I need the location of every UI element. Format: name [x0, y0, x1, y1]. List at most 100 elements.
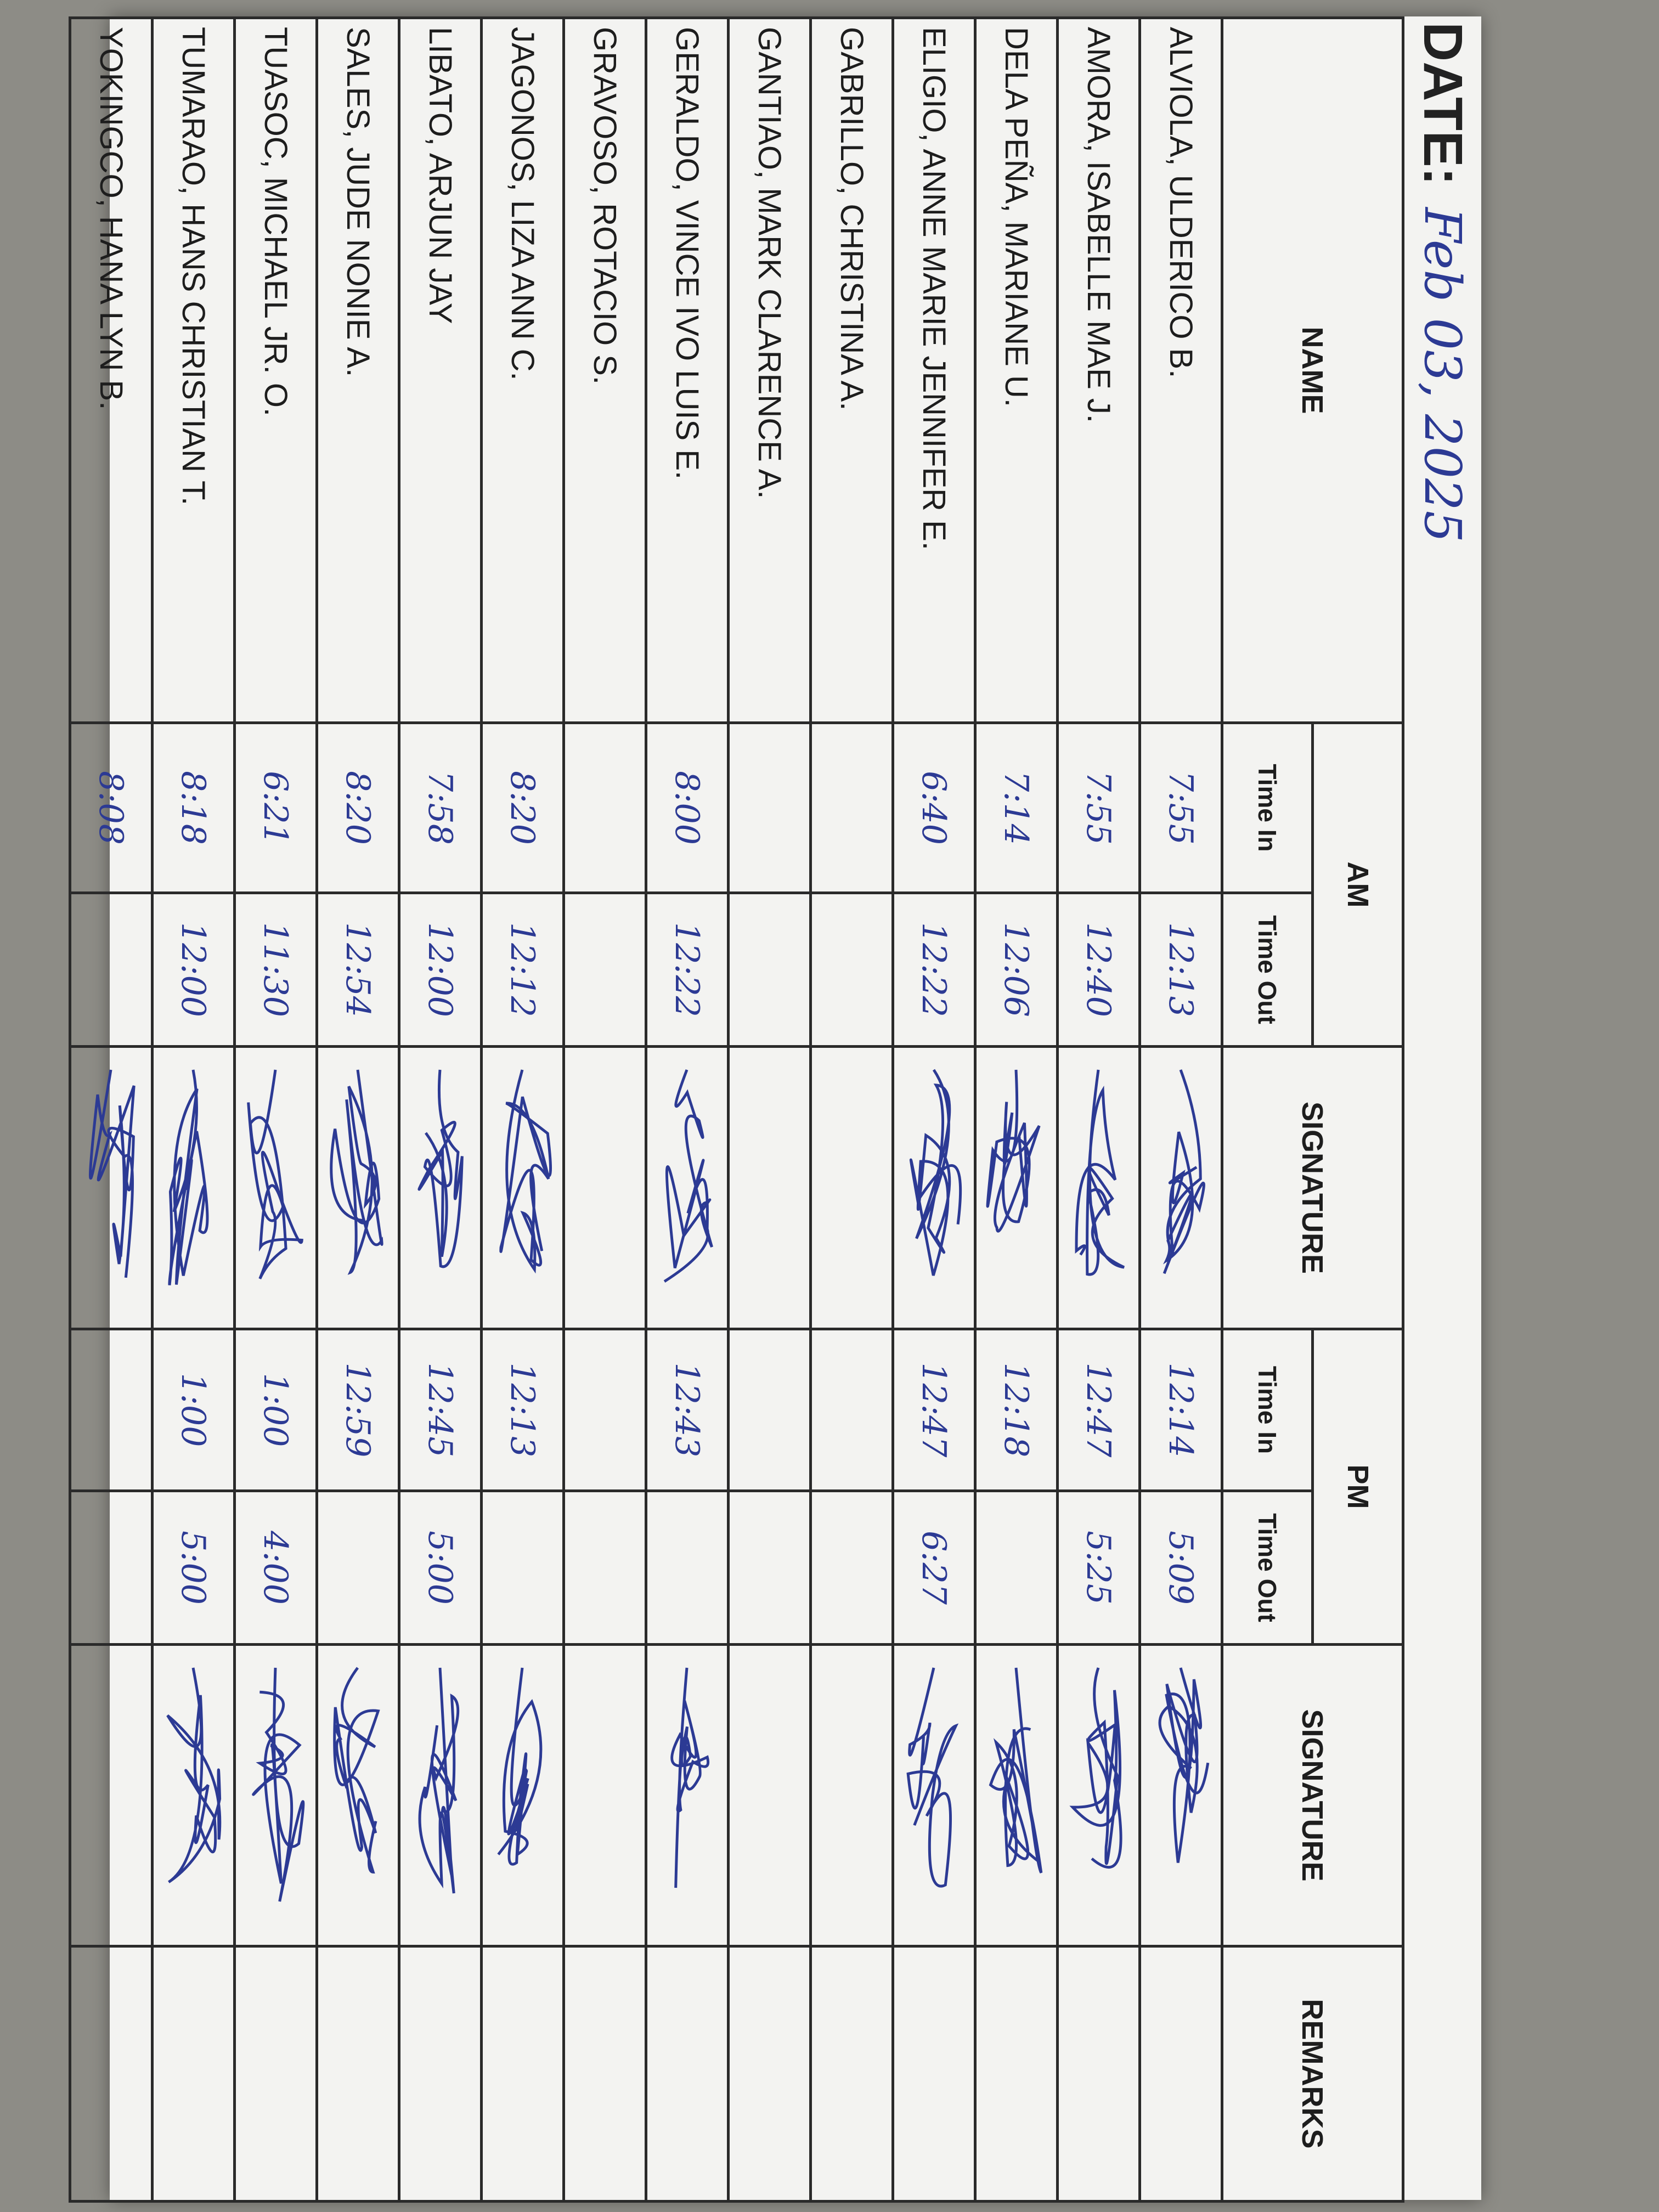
empty-cell — [728, 893, 811, 1047]
time-cell: 5:09 — [1139, 1491, 1222, 1645]
time-cell: 12:22 — [893, 893, 975, 1047]
signature-cell — [893, 1046, 975, 1329]
time-cell: 8:20 — [317, 723, 399, 893]
signature-stroke — [989, 1667, 1043, 1874]
signature — [906, 1667, 959, 1888]
signature-cell — [399, 1644, 482, 1946]
time-cell: 12:13 — [1139, 893, 1222, 1047]
signature-stroke — [499, 1069, 552, 1274]
table-row: JAGONOS, LIZA ANN C. 8:20 12:12 12:13 — [481, 18, 564, 2202]
signature-stroke — [333, 1667, 381, 1874]
signature-stroke — [1069, 1667, 1123, 1869]
table-row: ALVIOLA, ULDERICO B. 7:55 12:13 12:14 5:09 — [1139, 18, 1222, 2202]
signature-cell — [1057, 1046, 1140, 1329]
name-cell: ELIGIO, ANNE MARIE JENNIFER E. — [893, 18, 975, 723]
signature — [418, 1069, 464, 1268]
signature — [910, 1069, 962, 1276]
remarks-cell — [481, 1946, 564, 2202]
time-cell: 12:12 — [481, 893, 564, 1047]
name-cell: DELA PEÑA, MARIANE U. — [975, 18, 1058, 723]
date-value: Feb 03, 2025 — [1413, 207, 1472, 543]
signature-cell — [563, 1644, 646, 1946]
time-cell: 12:22 — [646, 893, 729, 1047]
signature-stroke — [1159, 1667, 1210, 1863]
signature-stroke — [166, 1667, 222, 1883]
time-cell: 5:00 — [399, 1491, 482, 1645]
signature-stroke — [252, 1667, 305, 1902]
time-cell: 8:08 — [70, 723, 153, 893]
header-cell: AM — [1312, 723, 1403, 1047]
signature-cell — [1139, 1644, 1222, 1946]
name-cell: AMORA, ISABELLE MAE J. — [1057, 18, 1140, 723]
date-row: DATE: Feb 03, 2025 — [1404, 16, 1481, 2200]
time-cell: 12:47 — [893, 1329, 975, 1491]
name-cell: JAGONOS, LIZA ANN C. — [481, 18, 564, 723]
signature-cell — [152, 1046, 235, 1329]
remarks-cell — [1057, 1946, 1140, 2202]
time-cell: 6:40 — [893, 723, 975, 893]
header-cell: SIGNATURE — [1222, 1644, 1403, 1946]
table-row: DELA PEÑA, MARIANE U. 7:14 12:06 12:18 — [975, 18, 1058, 2202]
empty-cell — [810, 893, 893, 1047]
name-cell: LIBATO, ARJUN JAY — [399, 18, 482, 723]
signature-stroke — [1075, 1069, 1125, 1276]
signature-stroke — [664, 1069, 714, 1283]
table-row: GANTIAO, MARK CLARENCE A. — [728, 18, 811, 2202]
remarks-cell — [1139, 1946, 1222, 2202]
signature — [333, 1667, 381, 1874]
signature-stroke — [89, 1069, 136, 1278]
time-cell: 7:14 — [975, 723, 1058, 893]
signature-stroke — [247, 1069, 304, 1280]
signature-cell — [728, 1644, 811, 1946]
signature-stroke — [168, 1069, 209, 1285]
time-cell: 12:45 — [399, 1329, 482, 1491]
empty-cell — [563, 1329, 646, 1491]
signature — [1075, 1069, 1125, 1276]
signature-cell — [317, 1644, 399, 1946]
table-row: YOKINGCO, HANA LYN B. 8:08 — [70, 18, 153, 2202]
signature-cell — [810, 1644, 893, 1946]
name-cell: YOKINGCO, HANA LYN B. — [70, 18, 153, 723]
signature-stroke — [330, 1069, 384, 1275]
time-cell: 12:43 — [646, 1329, 729, 1491]
signature-stroke — [986, 1069, 1041, 1233]
signature-stroke — [1163, 1069, 1206, 1274]
signature — [168, 1069, 209, 1285]
name-cell: GABRILLO, CHRISTINA A. — [810, 18, 893, 723]
date-label: DATE: — [1412, 22, 1474, 186]
signature-cell — [152, 1644, 235, 1946]
name-cell: GRAVOSO, ROTACIO S. — [563, 18, 646, 723]
table-row: GABRILLO, CHRISTINA A. — [810, 18, 893, 2202]
signature-stroke — [670, 1667, 710, 1888]
name-cell: TUMARAO, HANS CHRISTIAN T. — [152, 18, 235, 723]
remarks-cell — [810, 1946, 893, 2202]
signature-cell — [70, 1644, 153, 1946]
time-cell: 12:40 — [1057, 893, 1140, 1047]
time-cell: 7:58 — [399, 723, 482, 893]
time-cell: 12:00 — [152, 893, 235, 1047]
signature — [1163, 1069, 1206, 1274]
signature-cell — [234, 1046, 317, 1329]
empty-cell — [70, 893, 153, 1047]
time-cell: 1:00 — [152, 1329, 235, 1491]
header-cell: Time In — [1222, 1329, 1313, 1491]
signature — [499, 1069, 552, 1274]
header-cell: Time Out — [1222, 1491, 1313, 1645]
remarks-cell — [563, 1946, 646, 2202]
signature-cell — [1057, 1644, 1140, 1946]
signature-cell — [317, 1046, 399, 1329]
time-cell: 1:00 — [234, 1329, 317, 1491]
signature — [247, 1069, 304, 1280]
attendance-sheet: DATE: Feb 03, 2025 NAME AM SIGNATURE PM … — [70, 16, 1481, 2202]
remarks-cell — [70, 1946, 153, 2202]
signature-cell — [810, 1046, 893, 1329]
empty-cell — [810, 1329, 893, 1491]
remarks-cell — [234, 1946, 317, 2202]
signature — [989, 1667, 1043, 1874]
signature-stroke — [497, 1667, 543, 1866]
time-cell: 7:55 — [1139, 723, 1222, 893]
signature-cell — [646, 1046, 729, 1329]
header-cell: NAME — [1222, 18, 1403, 723]
header-cell: REMARKS — [1222, 1946, 1403, 2202]
empty-cell — [810, 1491, 893, 1645]
